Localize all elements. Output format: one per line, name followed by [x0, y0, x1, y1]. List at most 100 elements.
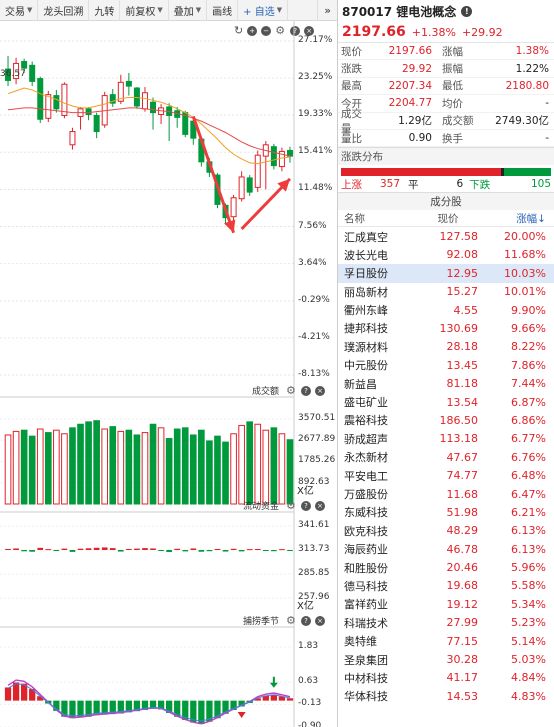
component-row[interactable]: 德马科技 19.68 5.58%	[338, 577, 554, 595]
component-row[interactable]: 捷邦科技 130.69 9.66%	[338, 319, 554, 337]
season-bar	[149, 700, 157, 709]
candle-body	[5, 68, 12, 81]
component-row[interactable]: 丽岛新材 15.27 10.01%	[338, 283, 554, 301]
component-change: 5.58%	[511, 579, 546, 593]
component-row[interactable]: 海辰药业 46.78 6.13%	[338, 540, 554, 558]
volume-bar	[157, 427, 165, 505]
toolbar-leader-review-button[interactable]: 龙头回溯	[38, 0, 90, 21]
add-watchlist-button[interactable]: + 自选 ▼	[238, 0, 289, 21]
quote-value: 1.29亿	[398, 115, 432, 128]
component-row[interactable]: 中元股份 13.45 7.86%	[338, 356, 554, 374]
volume-bar	[198, 429, 205, 505]
component-row[interactable]: 和胜股份 20.46 5.96%	[338, 558, 554, 576]
help-icon[interactable]: ?	[290, 25, 301, 36]
help-icon[interactable]: ?	[301, 385, 311, 396]
component-row[interactable]: 汇成真空 127.58 20.00%	[338, 227, 554, 245]
gear-icon[interactable]: ⚙	[286, 384, 296, 397]
component-price: 130.69	[439, 321, 479, 335]
col-change[interactable]: 涨幅↓	[516, 212, 546, 225]
component-row[interactable]: 永杰新材 47.67 6.76%	[338, 448, 554, 466]
col-price[interactable]: 现价	[437, 212, 459, 225]
gear-icon[interactable]: ⚙	[286, 614, 296, 627]
zoom-in-icon[interactable]: +	[247, 25, 258, 36]
y-tick-label: 19.33%	[298, 109, 333, 120]
close-icon[interactable]: ×	[315, 615, 325, 626]
toolbar-draw-button[interactable]: 画线	[207, 0, 239, 21]
component-row[interactable]: 平安电工 74.77 6.48%	[338, 466, 554, 484]
component-price: 51.98	[446, 505, 479, 519]
season-bar	[214, 700, 221, 719]
y-tick-label: -8.13%	[298, 369, 330, 379]
volume-bar	[77, 423, 84, 505]
toolbar-trade-button[interactable]: 交易 ▼	[0, 0, 39, 21]
component-row[interactable]: 万盛股份 11.68 6.47%	[338, 485, 554, 503]
component-row[interactable]: 孚日股份 12.95 10.03%	[338, 264, 554, 283]
candle-body	[37, 78, 44, 120]
flow-bar	[279, 549, 285, 551]
component-change: 6.48%	[511, 469, 546, 483]
toolbar-more-button[interactable]: »	[317, 0, 337, 21]
component-row[interactable]: 欧克科技 48.29 6.13%	[338, 522, 554, 540]
close-icon[interactable]: ×	[315, 385, 325, 396]
help-icon[interactable]: ?	[301, 500, 311, 511]
component-row[interactable]: 东威科技 51.98 6.21%	[338, 503, 554, 521]
component-change: 5.23%	[511, 616, 546, 630]
component-price: 47.67	[446, 450, 479, 464]
flow-bar	[142, 548, 148, 550]
toolbar-overlay-button[interactable]: 叠加 ▼	[169, 0, 208, 21]
season-bar	[85, 700, 92, 717]
quote-label: 最低	[442, 80, 463, 93]
component-row[interactable]: 富祥药业 19.12 5.34%	[338, 595, 554, 613]
component-row[interactable]: 盛屯矿业 13.54 6.87%	[338, 393, 554, 411]
component-price: 13.54	[446, 395, 479, 409]
y-tick-label: 27.17%	[298, 35, 333, 45]
zoom-out-icon[interactable]: −	[261, 25, 272, 36]
close-icon[interactable]: ×	[304, 25, 315, 36]
refresh-icon[interactable]: ↻	[234, 24, 244, 37]
component-price: 14.53	[446, 689, 479, 703]
distribution-title: 涨跌分布	[338, 147, 554, 166]
component-price: 46.78	[446, 542, 479, 556]
component-row[interactable]: 波长光电 92.08 11.68%	[338, 246, 554, 264]
component-row[interactable]: 华体科技 14.53 4.83%	[338, 687, 554, 705]
components-header: 名称 现价 涨幅↓	[338, 210, 554, 228]
component-price: 20.46	[446, 561, 479, 575]
volume-bar	[206, 440, 213, 505]
component-row[interactable]: 震裕科技 186.50 6.86%	[338, 411, 554, 429]
season-bar	[230, 700, 237, 711]
close-icon[interactable]: ×	[315, 500, 325, 511]
quote-row: 最高 2207.34 最低 2180.80	[338, 78, 554, 96]
y-tick-label: 341.61	[298, 520, 330, 530]
gear-icon[interactable]: ⚙	[286, 499, 296, 512]
y-tick-label: 23.25%	[298, 72, 333, 83]
help-icon[interactable]: ?	[301, 615, 311, 626]
component-change: 6.47%	[511, 487, 546, 501]
chart-area[interactable]: ↻ + − ⚙ ? × 27.17% 23.25% 19.33% 15.41% 11.4…	[0, 21, 337, 727]
volume-bar	[149, 423, 157, 505]
component-change: 10.03%	[504, 266, 546, 280]
component-name: 永杰新材	[344, 451, 388, 465]
candle-body	[53, 95, 60, 110]
quote-label: 振幅	[442, 63, 463, 76]
toolbar-nine-turn-button[interactable]: 九转	[89, 0, 121, 21]
info-icon[interactable]: !	[461, 5, 473, 17]
component-row[interactable]: 奥特维 77.15 5.14%	[338, 632, 554, 650]
change-value: +29.92	[461, 25, 503, 39]
component-row[interactable]: 骄成超声 113.18 6.77%	[338, 430, 554, 448]
col-name[interactable]: 名称	[344, 212, 365, 225]
component-change: 6.21%	[511, 505, 546, 519]
season-bar	[262, 695, 269, 701]
component-row[interactable]: 衢州东峰 4.55 9.90%	[338, 301, 554, 319]
component-row[interactable]: 科瑞技术 27.99 5.23%	[338, 614, 554, 632]
toolbar-adjust-button[interactable]: 前复权 ▼	[120, 0, 169, 21]
component-row[interactable]: 璞源材料 28.18 8.22%	[338, 338, 554, 356]
component-name: 汇成真空	[344, 230, 388, 244]
component-row[interactable]: 圣泉集团 30.28 5.03%	[338, 650, 554, 668]
gear-icon[interactable]: ⚙	[275, 24, 286, 37]
y-tick-label: 313.73	[298, 543, 330, 554]
component-row[interactable]: 新益昌 81.18 7.44%	[338, 374, 554, 392]
component-row[interactable]: 中材科技 41.17 4.84%	[338, 669, 554, 687]
component-change: 5.14%	[511, 634, 546, 648]
flow-bar	[174, 548, 181, 550]
